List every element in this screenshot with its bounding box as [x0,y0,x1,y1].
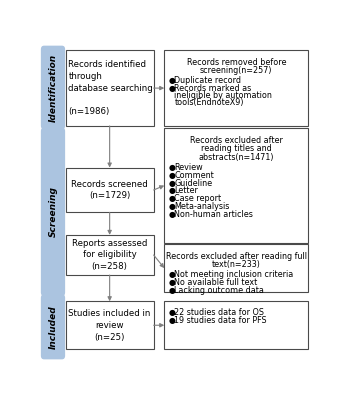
Text: Guideline: Guideline [174,178,213,188]
Text: Letter: Letter [174,186,198,195]
Text: ●: ● [169,194,176,203]
FancyBboxPatch shape [66,50,154,126]
Text: Records excluded after: Records excluded after [190,136,283,145]
Text: Records removed before: Records removed before [186,58,286,67]
Text: Case report: Case report [174,194,222,203]
FancyBboxPatch shape [164,50,308,126]
Text: screening(n=257): screening(n=257) [200,66,272,75]
Text: Not meeting inclusion criteria: Not meeting inclusion criteria [174,270,294,279]
Text: ●: ● [169,210,176,219]
Text: text(n=233): text(n=233) [212,260,261,269]
Text: Duplicate record: Duplicate record [174,77,241,85]
Text: Screening: Screening [49,186,57,237]
FancyBboxPatch shape [41,46,65,130]
FancyBboxPatch shape [66,168,154,213]
Text: reading titles and: reading titles and [201,144,272,153]
Text: tools(EndnoteX9): tools(EndnoteX9) [174,98,244,107]
Text: Records marked as: Records marked as [174,84,252,93]
Text: ●: ● [169,202,176,211]
FancyBboxPatch shape [41,128,65,296]
Text: Non-human articles: Non-human articles [174,210,253,219]
Text: ●: ● [169,84,176,93]
Text: Review: Review [174,163,203,172]
FancyBboxPatch shape [164,301,308,349]
Text: Identification: Identification [49,53,57,122]
Text: ●: ● [169,77,176,85]
Text: ●: ● [169,270,176,279]
FancyBboxPatch shape [164,244,308,292]
Text: No available full text: No available full text [174,278,258,287]
Text: ●: ● [169,178,176,188]
Text: ●: ● [169,163,176,172]
Text: ●: ● [169,171,176,180]
FancyBboxPatch shape [66,235,154,275]
Text: Reports assessed
for eligibility
(n=258): Reports assessed for eligibility (n=258) [72,239,147,271]
Text: Comment: Comment [174,171,214,180]
Text: ●: ● [169,186,176,195]
Text: Studies included in
review
(n=25): Studies included in review (n=25) [68,309,151,342]
FancyBboxPatch shape [164,128,308,243]
Text: Records excluded after reading full: Records excluded after reading full [166,252,307,261]
Text: 19 studies data for PFS: 19 studies data for PFS [174,316,267,325]
Text: ●: ● [169,286,176,295]
Text: 22 studies data for OS: 22 studies data for OS [174,308,265,317]
Text: Records identified
through
database searching

(n=1986): Records identified through database sear… [68,60,153,116]
Text: ineligible by automation: ineligible by automation [174,91,272,100]
Text: abstracts(n=1471): abstracts(n=1471) [198,153,274,162]
Text: Included: Included [49,305,57,348]
Text: ●: ● [169,278,176,287]
FancyBboxPatch shape [41,294,65,359]
Text: Meta-analysis: Meta-analysis [174,202,230,211]
FancyBboxPatch shape [66,301,154,349]
Text: ●: ● [169,316,176,325]
Text: Records screened
(n=1729): Records screened (n=1729) [71,180,148,200]
Text: ●: ● [169,308,176,317]
Text: Lacking outcome data: Lacking outcome data [174,286,264,295]
